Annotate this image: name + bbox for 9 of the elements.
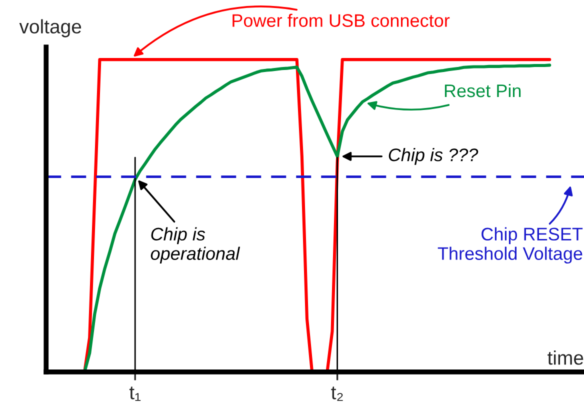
annotation: Reset Pin <box>444 84 521 98</box>
y-axis-title: voltage <box>19 19 82 38</box>
annotation: Chip is ??? <box>388 148 478 165</box>
annotation: Chip is operational <box>150 227 240 264</box>
text: Power from USB connector <box>232 14 450 27</box>
legend-label: Chip RESET Threshold Voltage <box>438 227 583 264</box>
x-tick-label: t₁ <box>129 386 141 401</box>
x-tick-label: t₂ <box>331 386 343 401</box>
x-axis-title: time <box>548 350 584 365</box>
